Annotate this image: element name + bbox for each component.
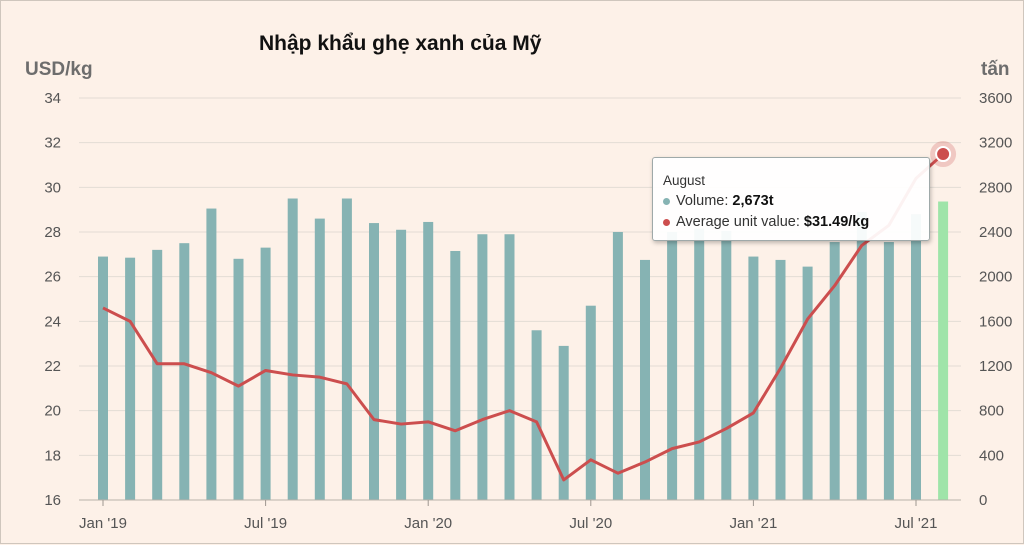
volume-bar[interactable] bbox=[314, 218, 325, 500]
volume-bar[interactable] bbox=[911, 214, 921, 500]
right-tick-label: 3200 bbox=[979, 135, 1012, 152]
tooltip-volume-row: Volume: 2,673t bbox=[663, 191, 919, 212]
volume-bar[interactable] bbox=[179, 243, 190, 500]
right-tick-label: 2000 bbox=[979, 269, 1012, 286]
volume-bar[interactable] bbox=[396, 229, 407, 500]
volume-bar[interactable] bbox=[423, 221, 434, 500]
volume-bar[interactable] bbox=[667, 232, 678, 500]
tooltip-value-row: Average unit value: $31.49/kg bbox=[663, 212, 919, 233]
volume-bar[interactable] bbox=[829, 242, 840, 501]
volume-bar[interactable] bbox=[206, 208, 217, 501]
right-tick-label: 1600 bbox=[979, 313, 1012, 330]
right-tick-label: 400 bbox=[979, 447, 1004, 464]
left-tick-label: 32 bbox=[44, 135, 61, 152]
volume-bar[interactable] bbox=[531, 330, 542, 500]
unit-value-line bbox=[102, 141, 957, 482]
x-tick-label: Jul '20 bbox=[569, 515, 612, 532]
volume-bar[interactable] bbox=[612, 232, 623, 500]
unit-value-polyline bbox=[102, 152, 945, 482]
left-tick-label: 34 bbox=[44, 90, 61, 107]
volume-bar[interactable] bbox=[694, 228, 705, 500]
x-tick-label: Jan '21 bbox=[729, 515, 777, 532]
volume-bar[interactable] bbox=[450, 250, 461, 500]
volume-bar[interactable] bbox=[369, 223, 379, 501]
volume-bar[interactable] bbox=[640, 259, 650, 500]
left-tick-label: 18 bbox=[44, 447, 61, 464]
tooltip: August Volume: 2,673t Average unit value… bbox=[652, 157, 930, 241]
x-tick-label: Jan '20 bbox=[404, 515, 452, 532]
volume-bar[interactable] bbox=[748, 256, 759, 500]
left-tick-label: 22 bbox=[44, 358, 61, 375]
right-tick-label: 0 bbox=[979, 492, 987, 509]
volume-bar[interactable] bbox=[152, 249, 163, 500]
tooltip-volume-value: 2,673t bbox=[732, 193, 774, 209]
volume-bar[interactable] bbox=[721, 230, 732, 500]
left-axis-title: USD/kg bbox=[25, 59, 93, 80]
axes: 34 3600 32 3200 30 2800 28 2400 26 2000 24 1600 22 12… bbox=[44, 90, 1012, 532]
volume-bars bbox=[98, 198, 949, 501]
volume-bar[interactable] bbox=[233, 258, 244, 500]
value-dot-icon bbox=[663, 218, 670, 226]
volume-bar[interactable] bbox=[260, 247, 271, 500]
volume-dot-icon bbox=[663, 197, 670, 205]
left-tick-label: 16 bbox=[44, 492, 61, 509]
volume-bar[interactable] bbox=[856, 211, 867, 500]
volume-bar[interactable] bbox=[125, 257, 136, 500]
x-tick-label: Jul '21 bbox=[895, 515, 938, 532]
volume-bar[interactable] bbox=[98, 256, 108, 500]
left-tick-label: 20 bbox=[44, 403, 61, 420]
right-tick-label: 3600 bbox=[979, 90, 1012, 107]
right-tick-label: 1200 bbox=[979, 358, 1012, 375]
tooltip-value-value: $31.49/kg bbox=[803, 214, 870, 230]
left-tick-label: 28 bbox=[44, 224, 61, 241]
volume-bar[interactable] bbox=[802, 266, 813, 500]
volume-bar[interactable] bbox=[585, 305, 596, 500]
tooltip-value-label: Average unit value: bbox=[676, 214, 804, 230]
left-tick-label: 24 bbox=[44, 313, 61, 330]
left-tick-label: 26 bbox=[44, 269, 61, 286]
right-tick-label: 800 bbox=[979, 403, 1004, 420]
tooltip-title: August bbox=[663, 173, 706, 188]
highlight-point[interactable] bbox=[935, 146, 952, 163]
volume-bar[interactable] bbox=[477, 234, 488, 500]
tooltip-volume-label: Volume: bbox=[676, 193, 733, 209]
right-axis-title: tấn bbox=[981, 59, 1010, 80]
volume-bar[interactable] bbox=[558, 345, 569, 500]
right-tick-label: 2400 bbox=[979, 224, 1012, 241]
volume-bar[interactable] bbox=[504, 234, 515, 500]
volume-bar[interactable] bbox=[883, 242, 894, 501]
left-tick-label: 30 bbox=[44, 179, 61, 196]
volume-bar[interactable] bbox=[341, 198, 352, 501]
x-tick-label: Jul '19 bbox=[244, 515, 287, 532]
volume-bar[interactable] bbox=[775, 259, 786, 500]
volume-bar[interactable] bbox=[287, 198, 298, 501]
chart-title: Nhập khẩu ghẹ xanh của Mỹ bbox=[259, 32, 542, 55]
right-tick-label: 2800 bbox=[979, 179, 1012, 196]
x-tick-label: Jan '19 bbox=[79, 515, 127, 532]
volume-bar[interactable] bbox=[938, 201, 949, 500]
